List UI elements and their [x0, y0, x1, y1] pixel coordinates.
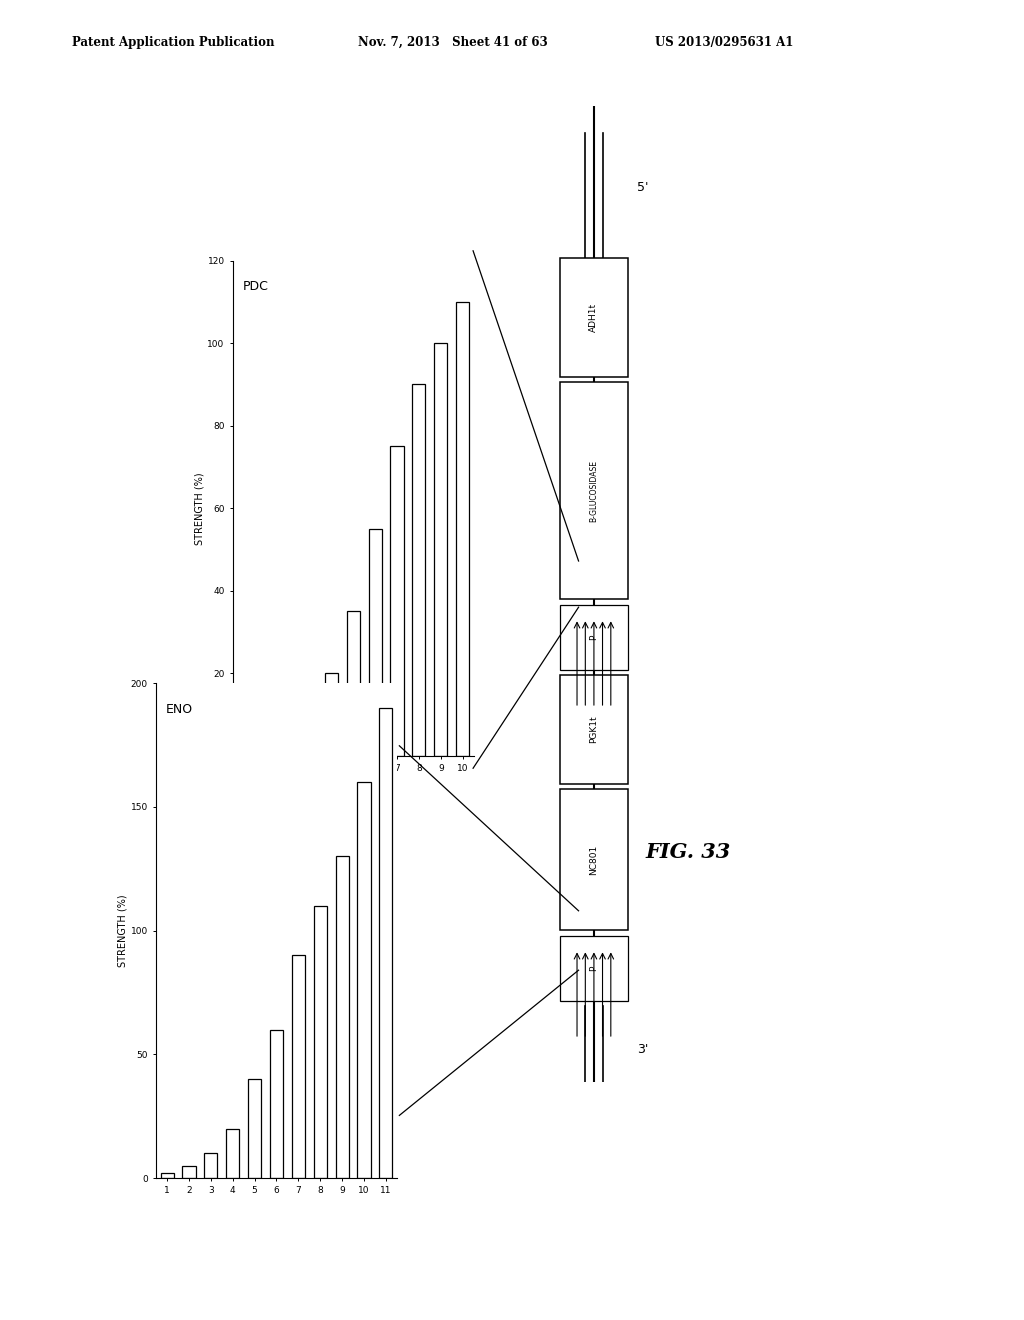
Bar — [270, 1030, 283, 1179]
Text: NC801: NC801 — [590, 845, 598, 875]
Bar — [456, 302, 469, 755]
Bar — [369, 529, 382, 755]
Bar — [336, 857, 348, 1179]
Bar — [357, 781, 371, 1179]
Bar — [248, 1080, 261, 1179]
Text: US 2013/0295631 A1: US 2013/0295631 A1 — [655, 36, 794, 49]
Text: FIG. 33: FIG. 33 — [645, 842, 730, 862]
Bar — [182, 1166, 196, 1179]
Text: B-GLUCOSIDASE: B-GLUCOSIDASE — [590, 459, 598, 521]
Bar — [205, 1154, 217, 1179]
Text: P: P — [590, 635, 598, 640]
Bar — [259, 747, 272, 755]
Bar — [560, 605, 628, 671]
Text: 5': 5' — [637, 181, 648, 194]
Y-axis label: STRENGTH (%): STRENGTH (%) — [118, 894, 128, 968]
Bar — [347, 611, 359, 755]
Text: PDC: PDC — [243, 281, 268, 293]
Bar — [560, 257, 628, 378]
Bar — [325, 673, 338, 755]
Text: P: P — [590, 966, 598, 972]
Bar — [226, 1129, 240, 1179]
Bar — [560, 789, 628, 931]
Bar — [313, 906, 327, 1179]
Bar — [413, 384, 426, 755]
Bar — [292, 956, 305, 1179]
Text: ADH1t: ADH1t — [590, 302, 598, 331]
Bar — [560, 383, 628, 599]
Text: Patent Application Publication: Patent Application Publication — [72, 36, 274, 49]
Bar — [161, 1173, 174, 1179]
Text: 3': 3' — [637, 1043, 648, 1056]
Bar — [560, 936, 628, 1001]
Bar — [434, 343, 447, 755]
Text: PGK1t: PGK1t — [590, 715, 598, 743]
Bar — [281, 735, 294, 755]
Bar — [560, 676, 628, 784]
Bar — [390, 446, 403, 755]
Bar — [379, 708, 392, 1179]
Y-axis label: STRENGTH (%): STRENGTH (%) — [195, 471, 205, 545]
Text: Nov. 7, 2013   Sheet 41 of 63: Nov. 7, 2013 Sheet 41 of 63 — [358, 36, 548, 49]
Text: ENO: ENO — [166, 704, 193, 715]
Bar — [303, 714, 316, 755]
